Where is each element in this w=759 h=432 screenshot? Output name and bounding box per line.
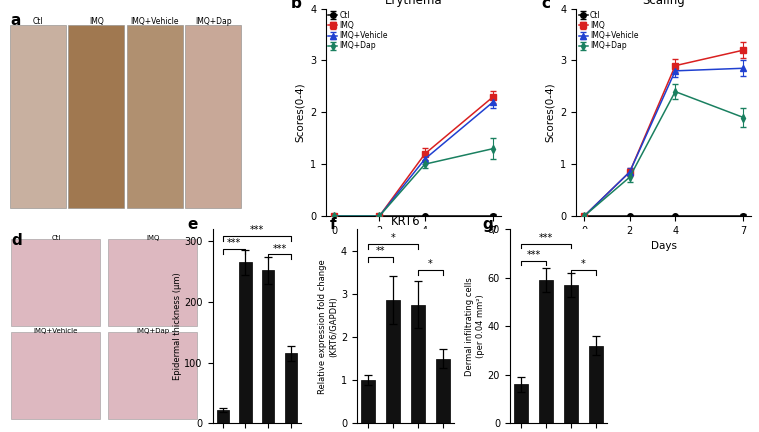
Text: Ctl: Ctl: [33, 17, 43, 26]
Bar: [185, 25, 241, 208]
Bar: [127, 25, 183, 208]
Title: Erythema: Erythema: [385, 0, 442, 7]
X-axis label: Days: Days: [651, 241, 677, 251]
Bar: [515, 384, 528, 423]
Bar: [11, 332, 100, 419]
Text: ***: ***: [527, 250, 540, 260]
Title: Scaling: Scaling: [642, 0, 685, 7]
Bar: [361, 380, 375, 423]
Text: Ctl: Ctl: [51, 235, 61, 241]
Text: IMQ+Dap: IMQ+Dap: [195, 17, 231, 26]
Bar: [262, 270, 274, 423]
Text: d: d: [11, 233, 22, 248]
Y-axis label: Relative expression fold change
(KRT6/GAPDH): Relative expression fold change (KRT6/GA…: [318, 259, 338, 394]
Bar: [216, 410, 229, 423]
Text: IMQ: IMQ: [146, 235, 159, 241]
Y-axis label: Epidermal thickness (μm): Epidermal thickness (μm): [172, 272, 181, 380]
Bar: [68, 25, 124, 208]
Text: b: b: [291, 0, 302, 11]
Text: IMQ+Vehicle: IMQ+Vehicle: [34, 328, 78, 334]
Text: *: *: [581, 259, 586, 269]
Text: *: *: [391, 233, 395, 243]
Text: IMQ: IMQ: [89, 17, 104, 26]
Text: ***: ***: [227, 238, 241, 248]
X-axis label: Days: Days: [401, 241, 427, 251]
Text: a: a: [10, 13, 20, 28]
Bar: [539, 280, 553, 423]
Text: IMQ+Dap: IMQ+Dap: [136, 328, 169, 334]
Bar: [589, 346, 603, 423]
Title: KRT6: KRT6: [391, 215, 420, 228]
Bar: [109, 332, 197, 419]
Text: e: e: [187, 217, 198, 232]
Bar: [386, 300, 400, 423]
Text: **: **: [376, 246, 386, 256]
Text: IMQ+Vehicle: IMQ+Vehicle: [131, 17, 179, 26]
Text: f: f: [329, 217, 336, 232]
Text: *: *: [428, 259, 433, 269]
Text: ***: ***: [539, 232, 553, 243]
Y-axis label: Dermal infiltrating cells
(per 0.04 mm²): Dermal infiltrating cells (per 0.04 mm²): [465, 277, 485, 375]
Bar: [10, 25, 66, 208]
Y-axis label: Scores(0-4): Scores(0-4): [294, 83, 304, 142]
Legend: Ctl, IMQ, IMQ+Vehicle, IMQ+Dap: Ctl, IMQ, IMQ+Vehicle, IMQ+Dap: [328, 10, 389, 51]
Y-axis label: Scores(0-4): Scores(0-4): [545, 83, 555, 142]
Bar: [11, 238, 100, 326]
Bar: [436, 359, 449, 423]
Text: c: c: [541, 0, 550, 11]
Text: g: g: [483, 217, 493, 232]
Bar: [239, 262, 252, 423]
Bar: [564, 285, 578, 423]
Bar: [109, 238, 197, 326]
Bar: [411, 305, 425, 423]
Text: ***: ***: [272, 244, 287, 254]
Bar: [285, 353, 297, 423]
Legend: Ctl, IMQ, IMQ+Vehicle, IMQ+Dap: Ctl, IMQ, IMQ+Vehicle, IMQ+Dap: [578, 10, 639, 51]
Text: ***: ***: [250, 225, 264, 235]
